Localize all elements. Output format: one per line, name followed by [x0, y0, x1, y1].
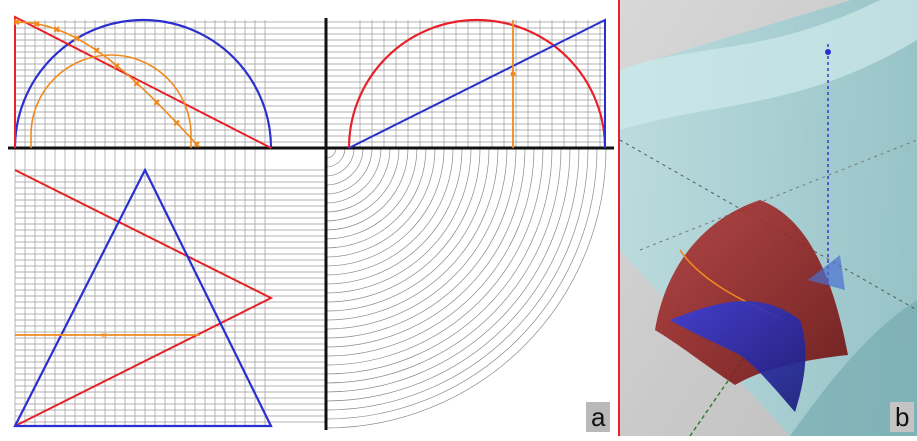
- construction-grid: [14, 20, 605, 426]
- blue-triangle-bottom-left: [13, 167, 273, 428]
- blue-surface: [670, 301, 806, 412]
- orange-x-mark: ×: [194, 140, 199, 150]
- orange-x-mark: ×: [14, 17, 19, 27]
- panel-label-a: a: [586, 402, 611, 432]
- blue-semicircle-top-left: [13, 18, 273, 149]
- orange-x-mark: ×: [101, 330, 107, 342]
- transfer-arcs: [325, 147, 607, 429]
- orange-x-mark: ×: [134, 78, 139, 88]
- orange-x-mark: ×: [154, 98, 159, 108]
- orange-x-mark: ×: [34, 19, 39, 29]
- panel-label-b: b: [890, 402, 915, 432]
- orange-x-mark: ×: [94, 46, 99, 56]
- orange-marked-curve: × × × × × × × × × ×: [13, 16, 200, 150]
- red-semicircle-top-right: [347, 18, 607, 149]
- orange-x-mark: ×: [174, 118, 179, 128]
- panel-b-3d-view: [620, 0, 917, 436]
- blue-triangle-top-right: [348, 18, 606, 149]
- dotted-axis-y: [639, 139, 917, 251]
- panel-a-diagram: × × × × × × × × × × ×: [8, 15, 614, 430]
- orange-x-mark: ×: [114, 61, 119, 71]
- dotted-axis-x: [620, 139, 917, 311]
- red-triangle-bottom-left: [14, 169, 274, 427]
- orange-x-mark: ×: [74, 33, 79, 43]
- orange-point-top-right: [510, 71, 516, 77]
- orange-arch-top-left: [30, 54, 192, 148]
- orange-x-mark: ×: [54, 24, 59, 34]
